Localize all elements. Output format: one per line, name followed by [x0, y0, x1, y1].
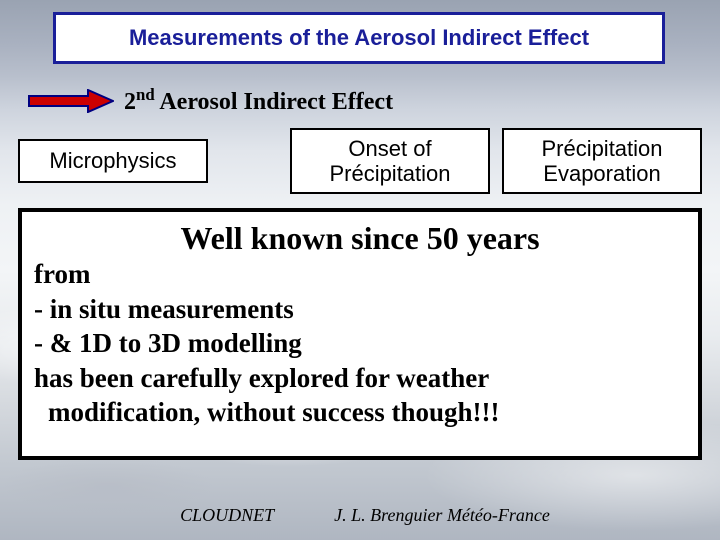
body-line-4: has been carefully explored for weather: [34, 361, 686, 396]
arrow-icon: [28, 89, 114, 113]
body-line-3: - & 1D to 3D modelling: [34, 326, 686, 361]
body-line-2: - in situ measurements: [34, 292, 686, 327]
subhead-sup: nd: [136, 85, 155, 104]
main-text-box: Well known since 50 years from - in situ…: [18, 208, 702, 460]
box-evap-line2: Evaporation: [541, 161, 662, 186]
box-onset-line2: Précipitation: [329, 161, 450, 186]
main-headline: Well known since 50 years: [34, 220, 686, 257]
subheading-row: 2nd Aerosol Indirect Effect: [28, 85, 393, 116]
concept-boxes-row: Microphysics Onset of Précipitation Préc…: [18, 128, 702, 194]
box-onset-line1: Onset of: [329, 136, 450, 161]
footer-left: CLOUDNET: [170, 505, 274, 526]
box-onset: Onset of Précipitation: [290, 128, 490, 194]
main-body: from - in situ measurements - & 1D to 3D…: [34, 257, 686, 430]
subheading-text: 2nd Aerosol Indirect Effect: [124, 85, 393, 116]
slide-title-box: Measurements of the Aerosol Indirect Eff…: [53, 12, 665, 64]
subhead-rest: Aerosol Indirect Effect: [155, 89, 393, 115]
body-line-5: modification, without success though!!!: [34, 395, 686, 430]
box-evap-line1: Précipitation: [541, 136, 662, 161]
box-microphysics-label: Microphysics: [49, 148, 176, 173]
footer-right: J. L. Brenguier Météo-France: [334, 505, 550, 526]
slide-canvas: Measurements of the Aerosol Indirect Eff…: [0, 0, 720, 540]
box-evaporation: Précipitation Evaporation: [502, 128, 702, 194]
box-microphysics: Microphysics: [18, 139, 208, 183]
footer-row: CLOUDNET J. L. Brenguier Météo-France: [0, 505, 720, 526]
slide-title-text: Measurements of the Aerosol Indirect Eff…: [129, 25, 589, 50]
body-line-1: from: [34, 257, 686, 292]
subhead-ordinal: 2: [124, 89, 136, 115]
